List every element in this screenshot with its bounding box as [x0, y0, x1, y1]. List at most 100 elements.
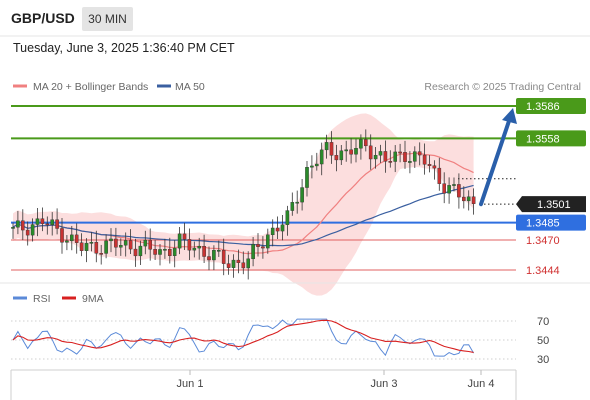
candle-body — [212, 250, 216, 261]
candle-body — [94, 242, 99, 254]
arrow-shaft — [479, 116, 512, 207]
candle-body — [138, 245, 143, 257]
candle-body — [256, 244, 260, 247]
candle-body — [231, 259, 236, 268]
level-label-bg — [516, 130, 586, 147]
symbol-label: GBP/USD — [11, 10, 75, 26]
level-label-text: 1.3485 — [526, 218, 560, 230]
rsi-tick-label: 70 — [537, 316, 549, 328]
rsi-line — [12, 318, 475, 357]
candle-body — [202, 246, 206, 257]
timeframe-button[interactable]: 30 MIN — [82, 7, 133, 31]
candle-body — [344, 149, 349, 152]
candle-body — [69, 234, 74, 242]
candle-body — [50, 219, 54, 226]
candle-body — [118, 245, 123, 248]
candle-body — [437, 167, 442, 184]
projection-arrow — [479, 108, 517, 207]
candle-body — [133, 248, 138, 257]
candle-body — [373, 155, 378, 160]
candle-body — [324, 142, 329, 151]
candle-body — [383, 151, 388, 162]
candle-body — [315, 163, 319, 167]
candle-body — [153, 249, 157, 255]
candle-body — [417, 151, 422, 156]
candle-body — [393, 151, 398, 162]
level-lines — [11, 105, 516, 271]
candle-body — [364, 139, 368, 147]
candle-body — [275, 227, 280, 232]
candle-body — [99, 253, 103, 255]
candle-body — [30, 224, 35, 236]
arrow-head — [502, 108, 517, 124]
candle-body — [65, 240, 69, 243]
rsi-tick-label: 50 — [537, 335, 549, 347]
candle-body — [11, 227, 15, 229]
credit-text: Research © 2025 Trading Central — [424, 81, 581, 93]
candle-body — [368, 145, 373, 160]
candle-body — [221, 250, 226, 264]
level-label-text: 1.3470 — [526, 235, 560, 247]
candle-body — [285, 210, 290, 225]
candle-body — [246, 258, 251, 269]
candle-body — [300, 187, 304, 203]
candle-body — [55, 219, 59, 229]
candle-body — [466, 196, 471, 202]
candle-body — [45, 223, 50, 226]
rsi-ma-legend-label: 9MA — [82, 293, 104, 305]
candle-body — [280, 224, 285, 232]
candle-body — [16, 220, 20, 228]
candle-body — [408, 161, 412, 163]
candle-body — [177, 233, 182, 249]
candle-body — [25, 229, 30, 236]
rsi-legend-label: RSI — [33, 293, 51, 305]
candle-body — [388, 161, 393, 163]
candle-body — [74, 234, 79, 243]
candle-body — [290, 202, 295, 211]
candle-body — [123, 240, 128, 246]
candle-body — [192, 247, 197, 251]
candle-body — [241, 262, 246, 269]
candle-body — [447, 185, 451, 194]
level-label-text: 1.3558 — [526, 133, 560, 145]
candle-body — [471, 196, 476, 204]
candle-body — [310, 165, 314, 168]
candle-body — [21, 220, 25, 231]
candle-body — [305, 167, 309, 188]
x-tick-jun4: Jun 4 — [468, 378, 495, 390]
candle-body — [457, 184, 461, 198]
ma50-legend-label: MA 50 — [175, 81, 205, 93]
timestamp: Tuesday, June 3, 2025 1:36:40 PM CET — [13, 41, 235, 55]
candle-body — [329, 142, 334, 156]
candle-body — [158, 249, 162, 255]
candle-body — [104, 240, 108, 254]
candle-body — [236, 259, 241, 263]
level-label-text: 1.3444 — [526, 265, 560, 277]
candle-body — [398, 151, 402, 154]
rsi-tick-label: 30 — [537, 354, 549, 366]
x-tick-jun1: Jun 1 — [177, 378, 204, 390]
candle-body — [167, 248, 172, 256]
level-label-text: 1.3586 — [526, 101, 560, 113]
candle-body — [35, 218, 40, 225]
rsi-ma-line — [12, 319, 474, 353]
candle-body — [226, 263, 231, 268]
level-label-bg — [516, 214, 586, 231]
candle-body — [40, 218, 45, 224]
candle-body — [89, 242, 94, 244]
candle-body — [187, 239, 192, 251]
candle-body — [403, 152, 407, 162]
candle-body — [270, 227, 275, 236]
candle-body — [266, 234, 270, 249]
candle-body — [216, 250, 221, 252]
rsi-panel: 70 50 30 — [11, 316, 549, 366]
candle-body — [114, 238, 118, 248]
candle-body — [148, 239, 153, 250]
candle-body — [427, 164, 432, 166]
candle-body — [79, 242, 84, 251]
chart-header: GBP/USD 30 MIN — [0, 0, 590, 36]
candle-body — [60, 228, 64, 243]
candle-body — [109, 238, 113, 242]
candle-body — [319, 149, 324, 165]
